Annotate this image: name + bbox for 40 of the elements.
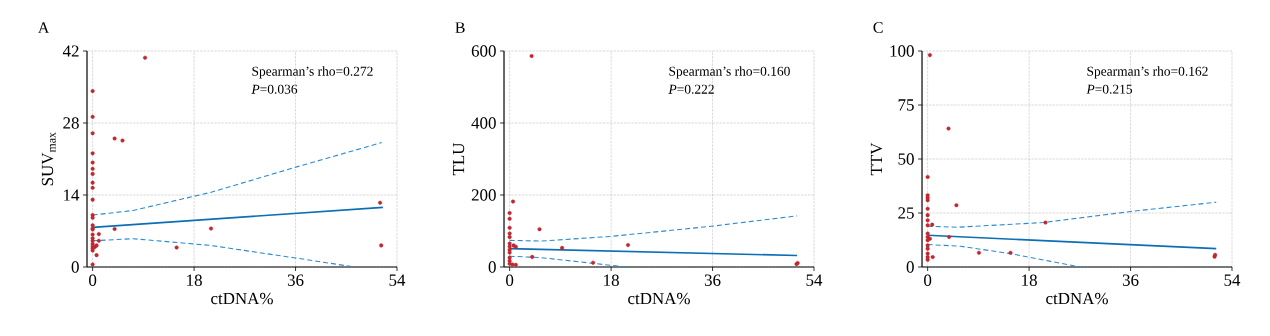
annotation: Spearman’s rho=0.160 bbox=[669, 66, 790, 79]
x-axis-title: ctDNA% bbox=[1046, 292, 1108, 305]
x-tick-label: 18 bbox=[1022, 274, 1037, 286]
y-tick-label: 14 bbox=[64, 189, 80, 201]
x-tick-label: 54 bbox=[1224, 274, 1241, 286]
annotation: Spearman’s rho=0.162 bbox=[1087, 66, 1208, 79]
x-tick-label: 0 bbox=[506, 274, 514, 286]
x-tick-label: 54 bbox=[806, 274, 823, 286]
y-tick-label: 42 bbox=[62, 45, 79, 57]
y-tick-label: 0 bbox=[906, 261, 914, 273]
x-tick-label: 18 bbox=[187, 274, 202, 286]
x-axis-title: ctDNA% bbox=[211, 292, 273, 305]
annotation: P=0.215 bbox=[1086, 84, 1133, 94]
y-tick-label: 400 bbox=[471, 117, 496, 129]
y-tick-label: 100 bbox=[890, 45, 914, 57]
y-tick-label: 50 bbox=[898, 153, 914, 165]
y-axis-title: TTV bbox=[870, 142, 883, 176]
y-tick-label: 25 bbox=[898, 207, 914, 219]
annotation: P=0.222 bbox=[668, 84, 714, 94]
y-tick-label: 600 bbox=[471, 45, 496, 57]
y-tick-label: 0 bbox=[488, 261, 496, 273]
annotation: Spearman’s rho=0.272 bbox=[252, 66, 373, 79]
x-tick-label: 54 bbox=[389, 274, 406, 286]
annotation: P=0.036 bbox=[251, 84, 298, 94]
chart-title: A bbox=[37, 22, 50, 33]
y-tick-label: 0 bbox=[71, 261, 79, 273]
x-tick-label: 0 bbox=[89, 274, 97, 286]
x-tick-label: 36 bbox=[1122, 274, 1139, 286]
y-tick-label: 200 bbox=[471, 189, 496, 201]
y-tick-label: 28 bbox=[63, 117, 79, 129]
y-tick-label: 75 bbox=[898, 99, 914, 111]
x-tick-label: 0 bbox=[924, 274, 932, 286]
x-tick-label: 36 bbox=[287, 274, 304, 286]
y-axis-title: TLU bbox=[452, 142, 465, 176]
x-tick-label: 18 bbox=[604, 274, 619, 286]
y-axis-title: SUV$_{max}$ bbox=[41, 132, 56, 186]
chart-title: C bbox=[873, 22, 883, 33]
x-tick-label: 36 bbox=[704, 274, 721, 286]
chart-title: B bbox=[455, 22, 465, 33]
x-axis-title: ctDNA% bbox=[628, 292, 690, 305]
